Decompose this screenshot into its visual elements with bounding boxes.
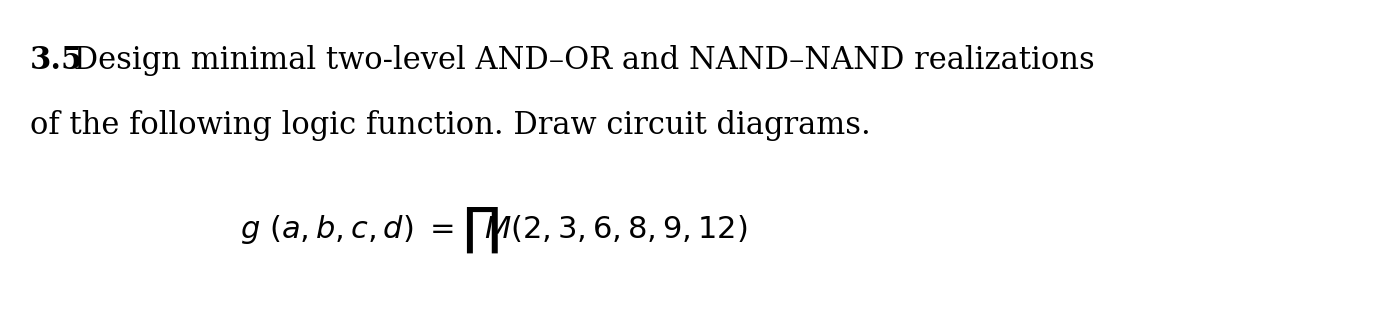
Text: $M(2, 3, 6, 8, 9, 12)$: $M(2, 3, 6, 8, 9, 12)$ xyxy=(484,214,747,245)
Text: $\prod$: $\prod$ xyxy=(462,205,499,255)
Text: of the following logic function. Draw circuit diagrams.: of the following logic function. Draw ci… xyxy=(30,110,871,141)
Text: $g\ (a,b,c,d)\ =$: $g\ (a,b,c,d)\ =$ xyxy=(240,213,455,247)
Text: Design minimal two-level AND–OR and NAND–NAND realizations: Design minimal two-level AND–OR and NAND… xyxy=(65,45,1095,76)
Text: 3.5: 3.5 xyxy=(30,45,82,76)
